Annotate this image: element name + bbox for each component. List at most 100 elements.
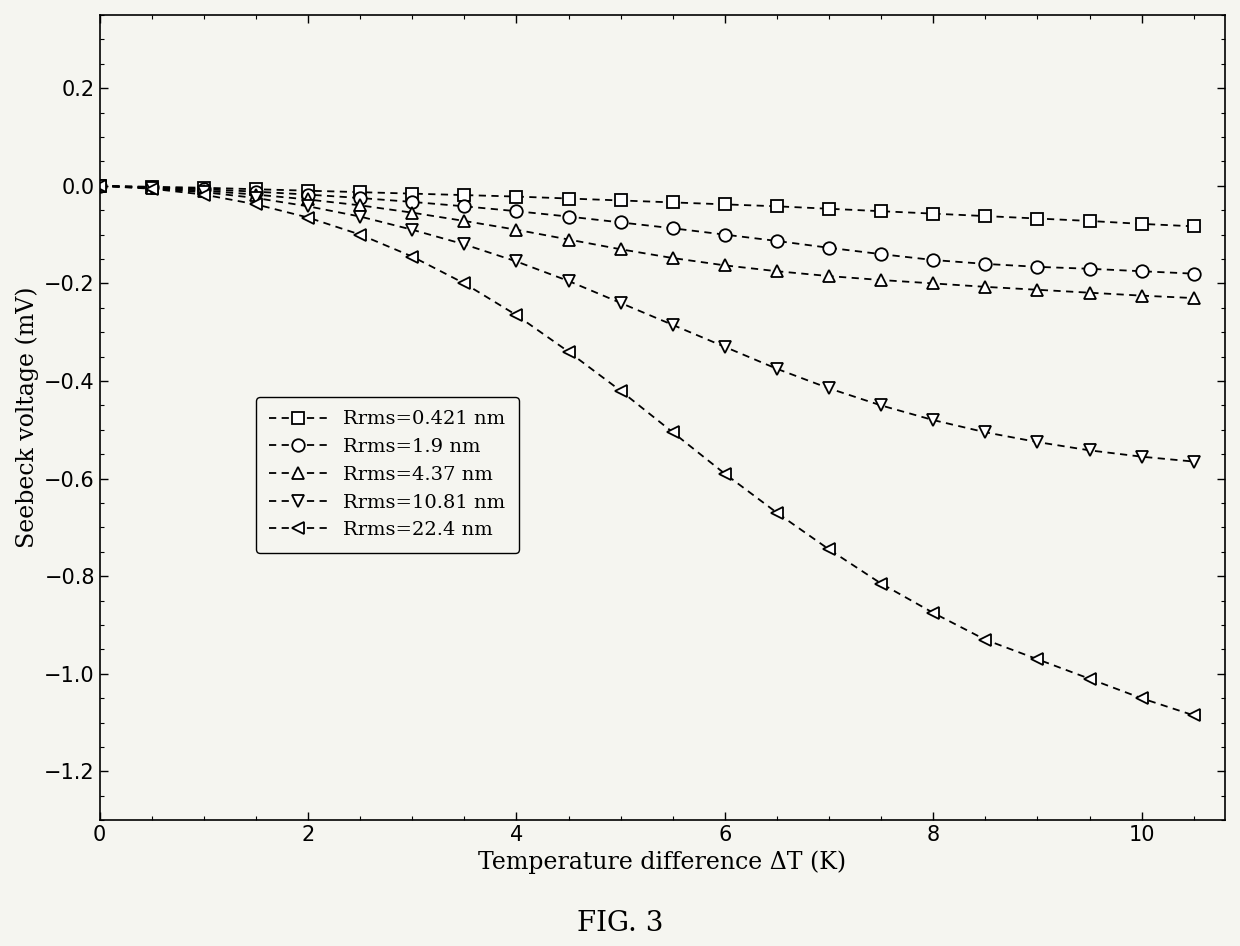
Rrms=10.81 nm — [456, 238, 471, 250]
Rrms=22.4 nm — [666, 427, 681, 438]
Rrms=4.37 nm — [456, 216, 471, 227]
Rrms=1.9 nm — [666, 222, 681, 234]
Rrms=0.421 nm — [248, 184, 263, 195]
Rrms=22.4 nm — [1030, 654, 1045, 665]
Rrms=22.4 nm — [510, 309, 525, 321]
Rrms=22.4 nm — [978, 634, 993, 645]
Rrms=22.4 nm — [92, 180, 107, 191]
Y-axis label: Seebeck voltage (mV): Seebeck voltage (mV) — [15, 287, 38, 549]
Rrms=1.9 nm — [1187, 268, 1202, 279]
Rrms=0.421 nm — [510, 191, 525, 202]
Rrms=22.4 nm — [1135, 692, 1149, 704]
Rrms=22.4 nm — [404, 251, 419, 262]
Rrms=4.37 nm — [300, 194, 315, 205]
Rrms=10.81 nm — [1187, 456, 1202, 467]
Rrms=4.37 nm — [1083, 287, 1097, 298]
Rrms=10.81 nm — [300, 201, 315, 212]
Rrms=0.421 nm — [352, 186, 367, 198]
Rrms=1.9 nm — [926, 254, 941, 266]
Rrms=1.9 nm — [404, 196, 419, 207]
Rrms=4.37 nm — [978, 281, 993, 292]
Line: Rrms=0.421 nm: Rrms=0.421 nm — [93, 180, 1200, 233]
Rrms=22.4 nm — [1083, 674, 1097, 685]
Rrms=10.81 nm — [248, 192, 263, 203]
Rrms=0.421 nm — [874, 205, 889, 217]
Line: Rrms=10.81 nm: Rrms=10.81 nm — [93, 180, 1200, 468]
Rrms=10.81 nm — [404, 224, 419, 236]
Rrms=4.37 nm — [196, 185, 211, 197]
Rrms=10.81 nm — [822, 383, 837, 394]
Legend: Rrms=0.421 nm, Rrms=1.9 nm, Rrms=4.37 nm, Rrms=10.81 nm, Rrms=22.4 nm: Rrms=0.421 nm, Rrms=1.9 nm, Rrms=4.37 nm… — [255, 396, 520, 552]
Rrms=4.37 nm — [352, 200, 367, 211]
Rrms=0.421 nm — [770, 201, 785, 212]
Rrms=22.4 nm — [196, 189, 211, 201]
Rrms=4.37 nm — [1187, 292, 1202, 304]
Rrms=4.37 nm — [510, 224, 525, 236]
Rrms=0.421 nm — [562, 193, 577, 204]
Rrms=0.421 nm — [1135, 219, 1149, 230]
Line: Rrms=22.4 nm: Rrms=22.4 nm — [93, 180, 1200, 722]
Rrms=0.421 nm — [666, 197, 681, 208]
Rrms=10.81 nm — [874, 400, 889, 412]
Rrms=22.4 nm — [926, 607, 941, 619]
Rrms=4.37 nm — [144, 182, 159, 193]
Rrms=0.421 nm — [196, 182, 211, 193]
Rrms=4.37 nm — [1030, 284, 1045, 295]
Rrms=1.9 nm — [822, 242, 837, 254]
Rrms=22.4 nm — [562, 346, 577, 358]
Rrms=10.81 nm — [196, 186, 211, 198]
Rrms=22.4 nm — [770, 507, 785, 518]
Rrms=22.4 nm — [456, 278, 471, 289]
Rrms=1.9 nm — [1030, 261, 1045, 272]
Rrms=10.81 nm — [926, 414, 941, 426]
Rrms=4.37 nm — [614, 243, 629, 254]
Rrms=0.421 nm — [822, 203, 837, 215]
Rrms=1.9 nm — [1135, 266, 1149, 277]
Rrms=10.81 nm — [1030, 436, 1045, 447]
Rrms=10.81 nm — [92, 180, 107, 191]
Rrms=1.9 nm — [1083, 263, 1097, 274]
Rrms=4.37 nm — [822, 271, 837, 282]
Rrms=1.9 nm — [562, 211, 577, 222]
Rrms=4.37 nm — [562, 234, 577, 245]
Rrms=1.9 nm — [196, 184, 211, 195]
Rrms=1.9 nm — [978, 258, 993, 270]
Rrms=10.81 nm — [718, 342, 733, 353]
Rrms=10.81 nm — [1135, 451, 1149, 463]
Rrms=1.9 nm — [352, 192, 367, 203]
Rrms=22.4 nm — [300, 212, 315, 223]
Rrms=1.9 nm — [614, 217, 629, 228]
Rrms=4.37 nm — [666, 253, 681, 264]
Rrms=22.4 nm — [614, 385, 629, 396]
Rrms=1.9 nm — [248, 186, 263, 198]
Rrms=4.37 nm — [874, 274, 889, 286]
Rrms=1.9 nm — [300, 189, 315, 201]
Rrms=1.9 nm — [770, 236, 785, 247]
Rrms=1.9 nm — [718, 229, 733, 240]
Line: Rrms=1.9 nm: Rrms=1.9 nm — [93, 180, 1200, 280]
Rrms=10.81 nm — [510, 255, 525, 267]
Rrms=4.37 nm — [404, 207, 419, 219]
Rrms=10.81 nm — [614, 297, 629, 308]
Rrms=0.421 nm — [614, 195, 629, 206]
Rrms=0.421 nm — [456, 189, 471, 201]
Rrms=0.421 nm — [1030, 213, 1045, 224]
Rrms=0.421 nm — [1187, 220, 1202, 232]
Rrms=4.37 nm — [248, 189, 263, 201]
Rrms=0.421 nm — [926, 208, 941, 219]
Rrms=0.421 nm — [404, 188, 419, 200]
Text: FIG. 3: FIG. 3 — [577, 909, 663, 937]
Rrms=1.9 nm — [456, 201, 471, 212]
Line: Rrms=4.37 nm: Rrms=4.37 nm — [93, 180, 1200, 305]
Rrms=4.37 nm — [1135, 290, 1149, 302]
Rrms=22.4 nm — [248, 199, 263, 210]
Rrms=0.421 nm — [300, 185, 315, 197]
Rrms=1.9 nm — [92, 180, 107, 191]
Rrms=4.37 nm — [92, 180, 107, 191]
Rrms=22.4 nm — [822, 544, 837, 555]
Rrms=4.37 nm — [926, 278, 941, 289]
Rrms=0.421 nm — [92, 180, 107, 191]
Rrms=10.81 nm — [144, 183, 159, 194]
Rrms=10.81 nm — [666, 319, 681, 330]
Rrms=10.81 nm — [562, 275, 577, 287]
